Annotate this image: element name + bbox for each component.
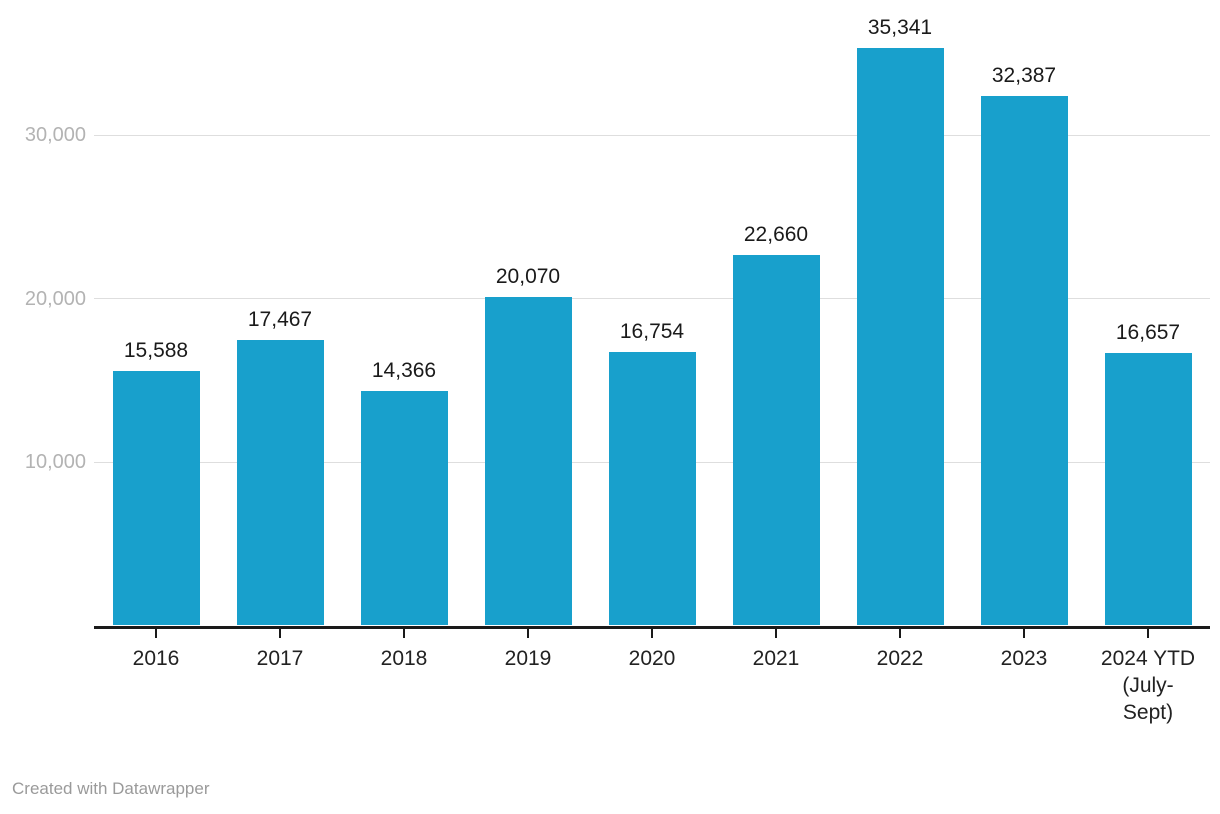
bar bbox=[608, 351, 696, 626]
bar-value-label: 22,660 bbox=[743, 223, 809, 246]
bar-value-label: 16,754 bbox=[619, 319, 685, 343]
x-axis-tick bbox=[651, 628, 653, 638]
bar bbox=[236, 339, 324, 626]
bar bbox=[856, 47, 944, 626]
bar bbox=[484, 297, 572, 626]
x-axis-label: 2020 bbox=[628, 646, 676, 670]
x-axis-tick bbox=[155, 628, 157, 638]
attribution-text: Created with Datawrapper bbox=[12, 779, 210, 798]
y-gridline bbox=[94, 298, 1210, 299]
x-axis-label: 2023 bbox=[1000, 646, 1048, 670]
x-axis-line bbox=[94, 625, 1210, 629]
bar bbox=[360, 390, 448, 626]
bar-value-label: 20,070 bbox=[495, 265, 561, 289]
bar-value-label: 35,341 bbox=[867, 15, 933, 39]
x-axis-label: 2016 bbox=[132, 646, 180, 670]
x-axis-label: 2024 YTD (July- Sept) bbox=[1100, 646, 1196, 724]
bar bbox=[1104, 353, 1192, 626]
x-axis-label: 2022 bbox=[876, 646, 924, 670]
y-gridline bbox=[94, 134, 1210, 136]
x-axis-tick bbox=[527, 628, 529, 638]
x-axis-tick bbox=[1023, 628, 1025, 638]
y-axis-tick-label: 30,000 bbox=[24, 124, 86, 146]
chart-plot-area: 10,000 20,000 30,000 15,588 2016 17,467 2017 14… bbox=[24, 15, 1210, 724]
x-axis-label: 2017 bbox=[256, 646, 304, 670]
bar-value-label: 32,387 bbox=[991, 63, 1057, 87]
y-axis-tick-label: 20,000 bbox=[24, 287, 86, 310]
bar-value-label: 15,588 bbox=[123, 338, 189, 362]
x-axis-tick bbox=[899, 628, 901, 638]
x-axis-label: 2018 bbox=[380, 646, 428, 670]
x-axis-tick bbox=[1147, 628, 1149, 638]
bar-value-label: 16,657 bbox=[1115, 321, 1181, 345]
bar bbox=[732, 255, 820, 626]
y-axis-tick-label: 10,000 bbox=[24, 451, 86, 473]
bar-value-label: 17,467 bbox=[247, 307, 313, 331]
x-axis-tick bbox=[279, 628, 281, 638]
bar bbox=[112, 370, 200, 626]
x-axis-label: 2021 bbox=[752, 646, 800, 670]
bar-value-label: 14,366 bbox=[371, 358, 437, 382]
x-axis-label: 2019 bbox=[504, 646, 552, 670]
bar bbox=[980, 95, 1068, 626]
x-axis-tick bbox=[403, 628, 405, 638]
x-axis-tick bbox=[775, 628, 777, 638]
